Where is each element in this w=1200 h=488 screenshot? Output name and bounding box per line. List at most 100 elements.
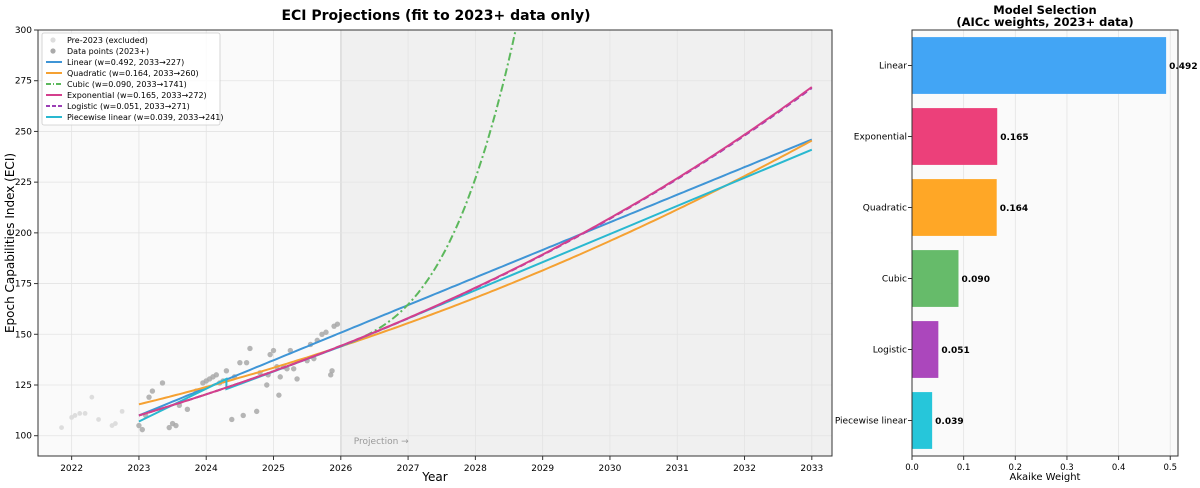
pre2023-point <box>96 417 101 422</box>
data-point <box>184 406 191 413</box>
legend-points-marker <box>50 48 56 54</box>
projection-y-axis-label: Epoch Capabilities Index (ECI) <box>3 153 17 333</box>
data-point <box>213 372 220 378</box>
model-selection-plot-frame <box>911 29 1179 457</box>
y-tick-label: 150 <box>15 330 32 340</box>
legend-box <box>41 32 221 126</box>
data-point <box>323 329 329 335</box>
legend-pre2023-label: Pre-2023 (excluded) <box>67 36 148 45</box>
data-point <box>328 372 334 378</box>
data-point <box>139 426 145 433</box>
model-selection-plot-area <box>911 29 1179 457</box>
cubic-category-label: Cubic <box>882 275 907 285</box>
piecewise-linear-bar <box>912 392 933 449</box>
bar-x-tick-label: 0.2 <box>1009 463 1023 473</box>
data-point <box>264 382 270 388</box>
linear-bar <box>912 37 1167 94</box>
bar-x-tick-label: 0.5 <box>1163 463 1177 473</box>
x-tick-label: 2030 <box>598 464 621 474</box>
exponential-category-label: Exponential <box>854 133 907 143</box>
pre2023-point <box>112 421 118 426</box>
bar-x-tick-label: 0.1 <box>957 463 971 473</box>
pre2023-point <box>72 413 78 418</box>
pre2023-point <box>89 394 95 400</box>
linear-model-line <box>138 138 813 417</box>
y-tick-label: 225 <box>15 178 32 188</box>
bar-x-tick-label: 0.3 <box>1060 463 1074 473</box>
projection-x-axis-label: Year <box>421 470 447 484</box>
model-selection-x-axis-label: Akaike Weight <box>1010 472 1081 483</box>
piecewise-model-line <box>138 148 813 423</box>
y-tick-label: 275 <box>15 77 32 87</box>
data-point <box>229 416 235 423</box>
y-tick-label: 100 <box>15 432 32 442</box>
y-tick-label: 125 <box>15 381 32 391</box>
bar-x-tick-label: 0.0 <box>905 463 919 473</box>
x-tick-label: 2033 <box>800 464 823 474</box>
logistic-bar <box>912 321 939 378</box>
data-point <box>173 422 179 429</box>
exponential-bar-value: 0.165 <box>1000 133 1028 143</box>
data-point <box>149 388 156 394</box>
cubic-legend-label: Cubic (w=0.090, 2033→1741) <box>67 80 187 89</box>
x-tick-label: 2032 <box>733 464 756 474</box>
data-point <box>334 321 341 327</box>
piecewise-linear-bar-value: 0.039 <box>935 417 963 427</box>
model-selection-title-line2: (AICc weights, 2023+ data) <box>956 15 1133 29</box>
model-selection-bars: 0.492 0.165 0.164 0.090 0.051 0.039 <box>912 37 1198 449</box>
y-tick-label: 300 <box>15 26 32 36</box>
y-tick-label: 250 <box>15 127 32 137</box>
x-tick-label: 2022 <box>60 464 83 474</box>
projection-label: Projection → <box>354 437 409 447</box>
legend-series: Linear (w=0.492, 2033→227) Quadratic (w=0… <box>46 58 224 122</box>
projection-plot-frame <box>37 29 833 457</box>
projection-model-lines <box>138 30 813 423</box>
model-selection-chart: Model Selection (AICc weights, 2023+ dat… <box>835 3 1198 483</box>
data-point <box>146 394 152 400</box>
y-tick-label: 200 <box>15 229 32 239</box>
data-point <box>267 351 273 358</box>
data-point <box>136 422 142 429</box>
logistic-legend-label: Logistic (w=0.051, 2033→271) <box>67 102 190 111</box>
projection-axis-ticks: 2022 2023 2024 2025 2026 2027 2028 2029 2030 2031… <box>15 26 823 474</box>
data-point <box>243 359 250 366</box>
data-point <box>294 376 300 382</box>
quadratic-model-line <box>138 139 813 406</box>
data-point <box>329 368 335 374</box>
pre2023-point <box>59 425 64 430</box>
pre2023-point <box>82 411 88 416</box>
data-point <box>290 366 297 372</box>
data-point <box>276 392 282 398</box>
data-point <box>319 331 325 337</box>
linear-bar-value: 0.492 <box>1169 62 1197 72</box>
data-point <box>240 412 246 419</box>
exponential-bar <box>912 108 998 165</box>
pre2023-point <box>119 408 125 414</box>
piecewise-legend-label: Piecewise linear (w=0.039, 2033→241) <box>67 113 224 122</box>
x-tick-label: 2027 <box>397 464 420 474</box>
bar-x-tick-label: 0.4 <box>1112 463 1126 473</box>
cubic-bar <box>912 250 959 307</box>
data-point <box>223 368 230 374</box>
logistic-bar-value: 0.051 <box>941 346 969 356</box>
data-point <box>247 345 253 352</box>
model-selection-title-line1: Model Selection <box>993 3 1097 17</box>
x-tick-label: 2026 <box>329 464 352 474</box>
quadratic-legend-label: Quadratic (w=0.164, 2033→260) <box>67 69 199 78</box>
data-point <box>270 347 277 354</box>
model-selection-axis-ticks: 0.0 0.1 0.2 0.3 0.4 0.5 Linear Exponential Quadr… <box>835 62 1177 474</box>
x-tick-label: 2029 <box>531 464 554 474</box>
linear-legend-label: Linear (w=0.492, 2033→227) <box>67 58 184 67</box>
quadratic-category-label: Quadratic <box>863 204 907 214</box>
legend-pre2023-marker <box>50 37 56 43</box>
quadratic-bar <box>912 179 997 236</box>
pre2023-point <box>77 411 83 416</box>
legend-points-label: Data points (2023+) <box>67 47 149 56</box>
logistic-category-label: Logistic <box>873 346 907 356</box>
data-point <box>277 374 283 380</box>
cubic-bar-value: 0.090 <box>961 275 989 285</box>
projection-legend: Pre-2023 (excluded) Data points (2023+) … <box>41 32 224 126</box>
exponential-legend-label: Exponential (w=0.165, 2033→272) <box>67 91 207 100</box>
projection-chart: ECI Projections (fit to 2023+ data only)… <box>3 8 833 484</box>
